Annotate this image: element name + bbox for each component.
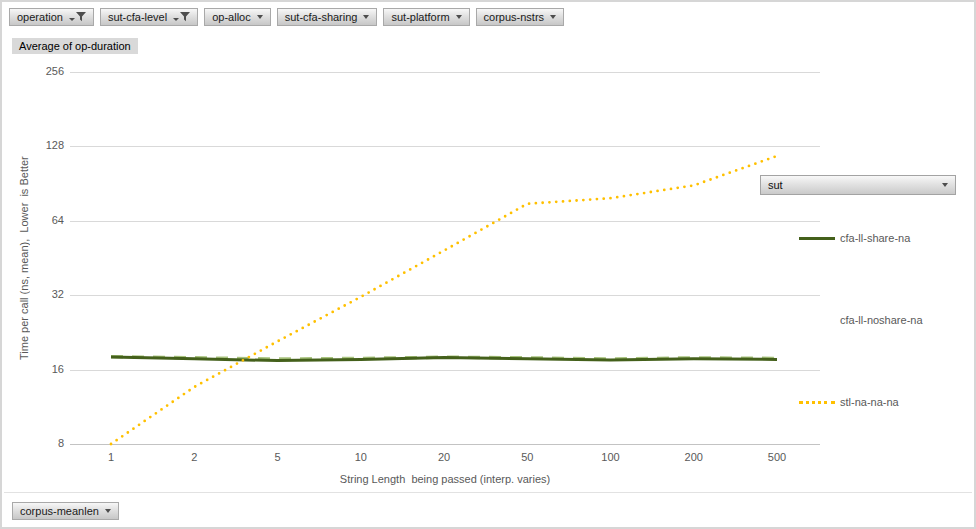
series-line-stl-na-na-na [111, 156, 777, 444]
chevron-down-icon [105, 509, 111, 513]
legend-field-dropdown[interactable]: sut [760, 175, 956, 195]
legend-item-cfa-ll-share-na: cfa-ll-share-na [799, 230, 910, 246]
bottom-panel-divider [4, 492, 972, 493]
legend-swatch-icon [799, 237, 835, 240]
chart-series-canvas [2, 2, 976, 529]
series-line-cfa-ll-share-na [111, 357, 777, 361]
legend-field-label: sut [768, 179, 783, 191]
legend-label: cfa-ll-noshare-na [840, 314, 923, 326]
legend-item-cfa-ll-noshare-na: cfa-ll-noshare-na [799, 312, 923, 328]
pivot-chart-frame: operationsut-cfa-levelop-allocsut-cfa-sh… [0, 0, 976, 529]
chevron-down-icon [942, 183, 948, 187]
legend-swatch-icon [799, 401, 835, 404]
axis-field-label: corpus-meanlen [20, 505, 99, 517]
axis-field-button[interactable]: corpus-meanlen [12, 502, 119, 520]
legend-label: stl-na-na-na [840, 396, 899, 408]
legend-item-stl-na-na-na: stl-na-na-na [799, 394, 899, 410]
legend-label: cfa-ll-share-na [840, 232, 910, 244]
